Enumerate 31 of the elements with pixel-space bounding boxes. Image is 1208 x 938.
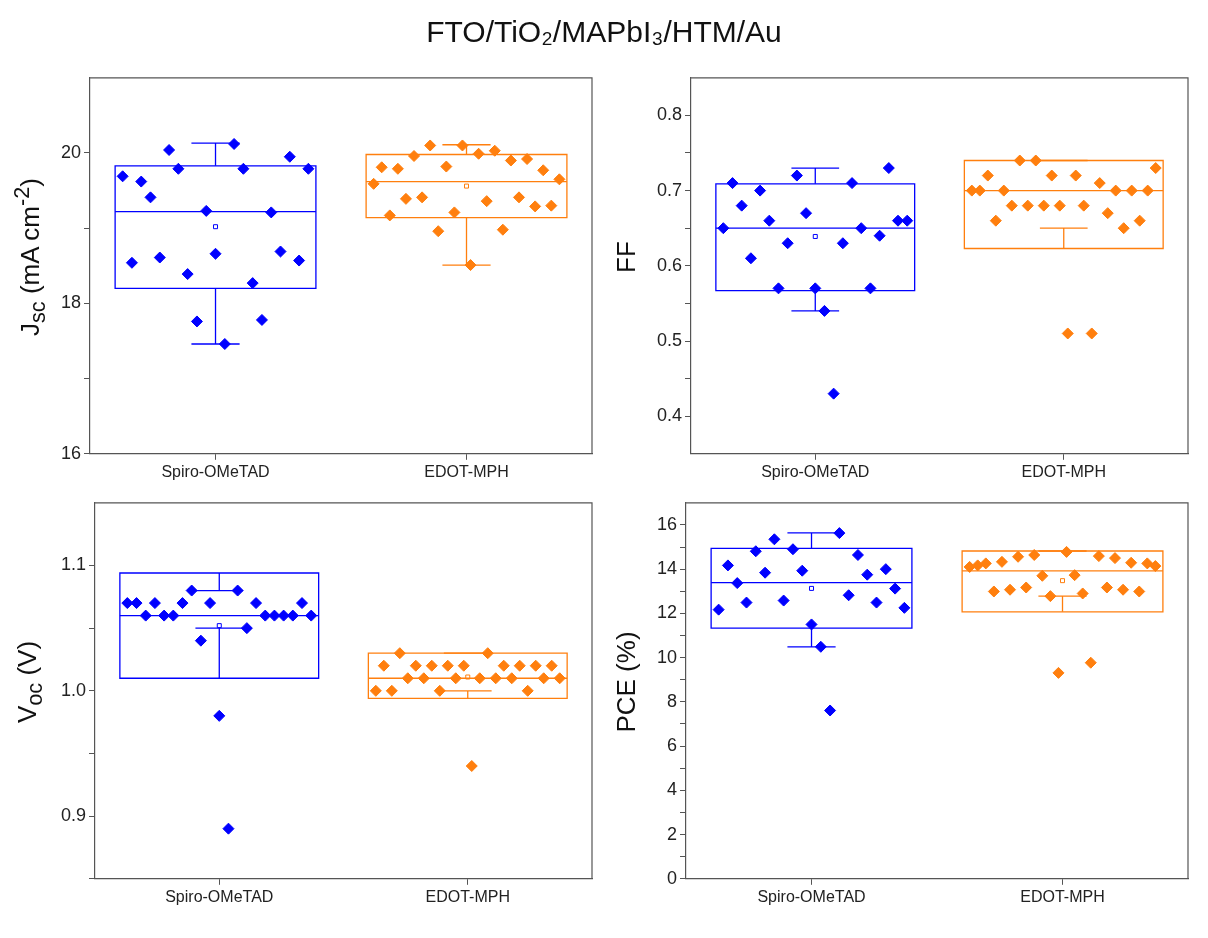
- y-tick-label: 4: [667, 779, 678, 800]
- y-tick-label: 0: [667, 867, 678, 888]
- y-tick-label: 1.1: [60, 554, 87, 575]
- y-tick-label: 0.9: [60, 805, 87, 826]
- y-axis-title: FF: [610, 240, 642, 273]
- y-axis-title: PCE (%): [610, 630, 642, 733]
- x-tick-label: EDOT-MPH: [425, 887, 510, 905]
- y-tick-label: 8: [667, 690, 678, 711]
- y-tick-label: 20: [60, 141, 82, 162]
- y-tick-label: 0.4: [656, 405, 683, 426]
- x-tick-label: Spiro-OMeTAD: [761, 462, 870, 480]
- y-tick-label: 0.6: [656, 254, 683, 275]
- x-tick-label: EDOT-MPH: [1020, 887, 1105, 905]
- x-tick-label: Spiro-OMeTAD: [757, 887, 866, 905]
- y-tick-label: 2: [667, 823, 678, 844]
- y-tick-label: 0.7: [656, 179, 683, 200]
- y-tick-label: 0.8: [656, 104, 683, 125]
- y-tick-label: 12: [656, 602, 678, 623]
- y-tick-label: 16: [60, 442, 82, 463]
- y-tick-label: 18: [60, 292, 82, 313]
- x-tick-label: EDOT-MPH: [424, 462, 509, 480]
- chart-title: FTO/TiO₂/MAPbI₃/HTM/Au: [425, 14, 783, 50]
- text: 1.0: [60, 679, 87, 700]
- y-tick-label: 14: [656, 558, 678, 579]
- y-tick-label: 0.5: [656, 329, 683, 350]
- y-tick-label: 6: [667, 735, 678, 756]
- x-tick-label: EDOT-MPH: [1021, 462, 1106, 480]
- y-tick-label: 16: [656, 513, 678, 534]
- x-tick-label: Spiro-OMeTAD: [161, 462, 270, 480]
- x-tick-label: Spiro-OMeTAD: [165, 887, 274, 905]
- y-tick-label: 10: [656, 646, 678, 667]
